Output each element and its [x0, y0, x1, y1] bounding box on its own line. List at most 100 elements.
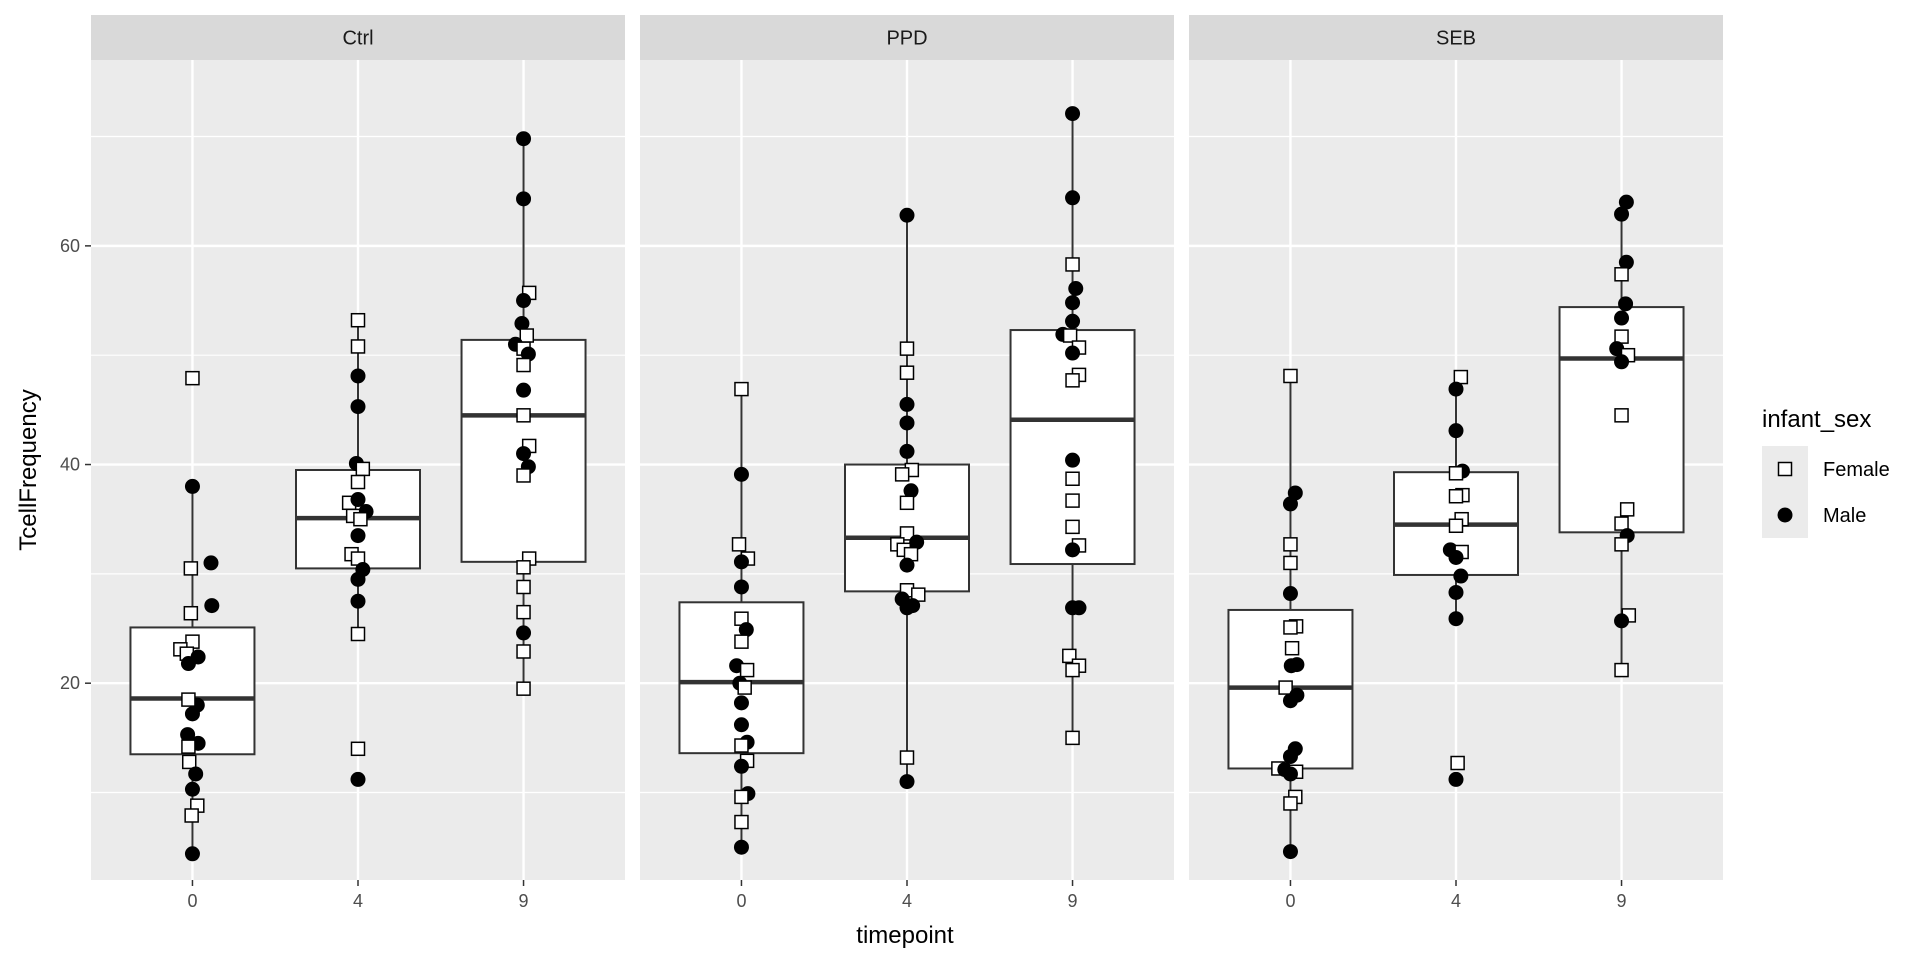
- facet-strip-label: PPD: [886, 28, 927, 50]
- point-female: [1065, 493, 1080, 508]
- point-male: [1448, 771, 1464, 787]
- point-male: [899, 443, 915, 459]
- y-axis-title: TcellFrequency: [15, 389, 42, 550]
- facet-panel-ctrl: Ctrl 0 4 9: [91, 15, 625, 911]
- facet-strip: [1189, 15, 1723, 60]
- point-female: [1450, 755, 1465, 771]
- point-female: [1278, 680, 1293, 695]
- point-male: [1065, 295, 1081, 311]
- point-female: [1614, 408, 1629, 423]
- point-male: [1282, 766, 1298, 782]
- x-tick-label: 9: [1068, 891, 1078, 911]
- point-male: [180, 656, 196, 672]
- y-tick-label: 40: [60, 455, 80, 475]
- box-seb-t0: [1227, 368, 1354, 860]
- legend-title: infant_sex: [1762, 406, 1871, 433]
- x-tick-label: 4: [1451, 891, 1461, 911]
- point-female: [1448, 466, 1464, 481]
- point-male: [1609, 341, 1625, 357]
- point-female: [184, 808, 199, 823]
- point-female: [1619, 502, 1635, 517]
- point-male: [184, 478, 200, 494]
- point-male: [350, 771, 366, 787]
- point-male: [733, 554, 749, 570]
- point-female: [1065, 730, 1080, 746]
- point-male: [733, 695, 749, 711]
- x-tick-label: 0: [1285, 891, 1295, 911]
- point-male: [1448, 611, 1464, 627]
- facet-strip-label: SEB: [1436, 28, 1476, 50]
- point-female: [1614, 267, 1629, 282]
- point-female: [1065, 662, 1080, 678]
- legend-label-female: Female: [1823, 459, 1890, 481]
- point-male: [1453, 568, 1469, 584]
- point-male: [350, 368, 366, 384]
- point-female: [899, 526, 915, 541]
- point-female: [734, 738, 749, 753]
- point-male: [1065, 190, 1081, 206]
- point-male: [903, 483, 919, 499]
- point-male: [516, 191, 532, 207]
- point-male: [188, 766, 204, 782]
- point-male: [516, 382, 532, 398]
- point-female: [1614, 516, 1629, 531]
- point-female: [1065, 471, 1080, 486]
- point-female: [353, 511, 368, 527]
- point-female: [183, 605, 199, 621]
- box-ppd-t9: [1009, 106, 1136, 746]
- point-female: [516, 408, 531, 423]
- point-male: [516, 446, 532, 462]
- point-male: [184, 846, 200, 862]
- point-male: [1614, 206, 1630, 222]
- box-seb-t9: [1558, 194, 1685, 678]
- x-tick-label: 0: [187, 891, 197, 911]
- point-female: [1448, 488, 1464, 504]
- point-male: [180, 727, 196, 743]
- point-female: [1065, 519, 1080, 535]
- point-female: [894, 467, 910, 482]
- point-male: [1614, 354, 1630, 370]
- point-male: [350, 571, 366, 587]
- point-male: [516, 131, 532, 147]
- point-male: [184, 706, 200, 722]
- point-female: [899, 750, 915, 765]
- y-tick-label: 60: [60, 236, 80, 256]
- point-female: [516, 357, 531, 373]
- point-female: [734, 381, 749, 397]
- point-male: [899, 600, 915, 616]
- point-female: [1283, 796, 1298, 811]
- point-male: [1065, 542, 1081, 558]
- point-male: [1448, 549, 1464, 565]
- box-ctrl-t0: [129, 370, 256, 862]
- point-male: [899, 557, 915, 573]
- point-female: [350, 626, 366, 642]
- point-male: [738, 622, 754, 638]
- point-female: [181, 754, 197, 770]
- point-female: [1283, 555, 1298, 571]
- point-male: [1065, 345, 1081, 361]
- point-male: [350, 593, 366, 609]
- x-axis-title: timepoint: [856, 922, 954, 949]
- point-female: [1283, 368, 1298, 384]
- point-male: [1282, 586, 1298, 602]
- point-female: [185, 370, 200, 386]
- point-male: [1065, 452, 1081, 468]
- x-tick-label: 4: [353, 891, 363, 911]
- point-female: [734, 814, 749, 830]
- box-ppd-t0: [678, 381, 805, 855]
- point-male: [1065, 106, 1081, 122]
- point-female: [734, 634, 749, 649]
- point-female: [1614, 537, 1629, 552]
- point-male: [204, 598, 220, 614]
- facet-strip: [91, 15, 625, 60]
- point-female: [731, 537, 747, 552]
- point-male: [1448, 381, 1464, 397]
- point-female: [899, 341, 915, 356]
- point-female: [350, 339, 366, 354]
- point-male: [1065, 313, 1081, 329]
- x-tick-label: 9: [1617, 891, 1627, 911]
- point-male: [1282, 844, 1298, 860]
- point-male: [1448, 423, 1464, 439]
- point-male: [733, 579, 749, 595]
- point-male: [733, 717, 749, 733]
